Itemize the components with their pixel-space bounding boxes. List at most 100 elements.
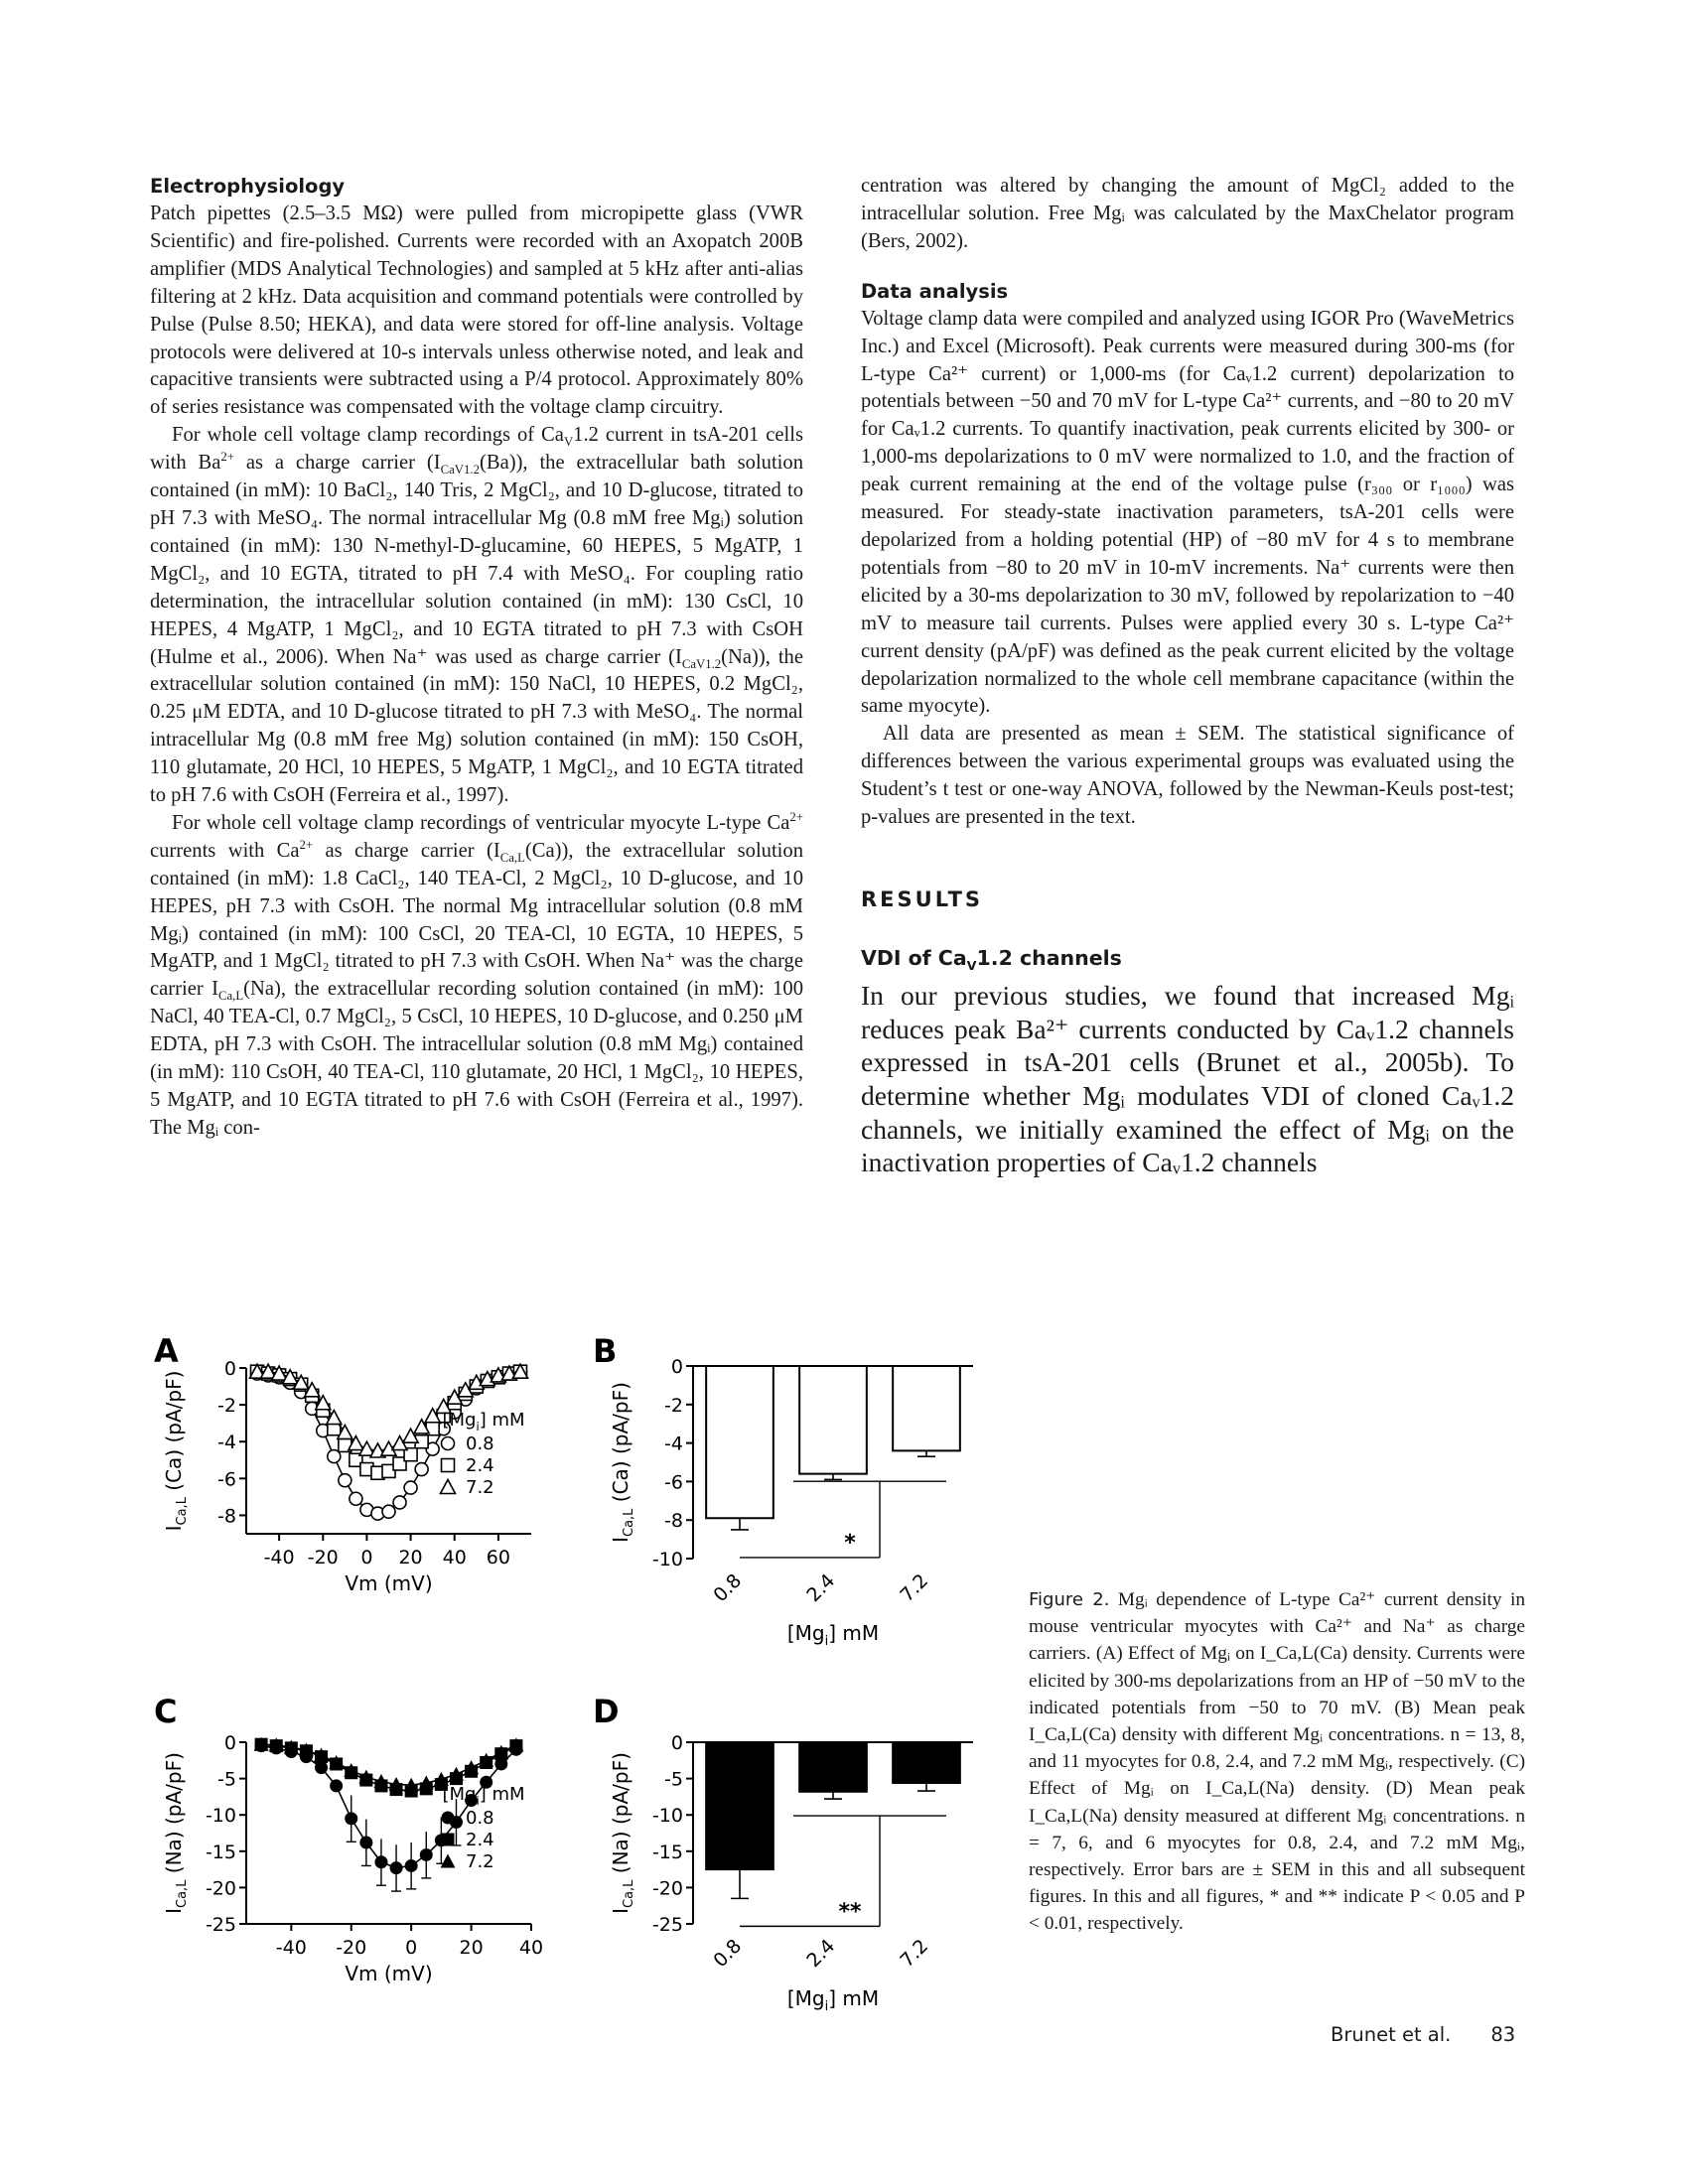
x-tick-label: 40 bbox=[519, 1937, 543, 1959]
y-tick-label: -5 bbox=[664, 1769, 683, 1791]
legend-marker bbox=[440, 1435, 456, 1451]
subsection-heading-vdi: VDI of CaV1.2 channels bbox=[861, 945, 1122, 974]
data-point bbox=[298, 1742, 314, 1757]
data-point bbox=[327, 1448, 342, 1464]
panel-label-a: A bbox=[154, 1332, 179, 1370]
data-point bbox=[344, 1763, 359, 1778]
results-heading: RESULTS bbox=[861, 887, 984, 911]
data-point bbox=[403, 1777, 419, 1792]
y-tick-label: -2 bbox=[217, 1395, 236, 1417]
data-point bbox=[392, 1495, 407, 1510]
data-point bbox=[270, 1364, 288, 1381]
bar-0.8 bbox=[705, 1741, 774, 1871]
data-point bbox=[336, 1423, 354, 1440]
data-point bbox=[373, 1774, 389, 1789]
data-point bbox=[253, 1736, 269, 1751]
y-tick-label: -25 bbox=[652, 1914, 683, 1936]
y-tick-label: -20 bbox=[206, 1877, 236, 1899]
data-point bbox=[464, 1760, 480, 1775]
significance-marker: ** bbox=[838, 1899, 862, 1924]
bar-0.8 bbox=[705, 1365, 774, 1520]
data-point bbox=[434, 1397, 453, 1415]
panel-label-b: B bbox=[593, 1332, 617, 1370]
data-point bbox=[259, 1362, 277, 1380]
legend-marker bbox=[441, 1833, 455, 1846]
data-point bbox=[315, 1761, 329, 1775]
series-7.2 bbox=[261, 1743, 517, 1787]
section-heading-data-analysis: Data analysis bbox=[861, 279, 1009, 303]
data-point bbox=[349, 1491, 363, 1507]
paragraph: All data are presented as mean ± SEM. Th… bbox=[861, 723, 1514, 829]
x-tick-label: -40 bbox=[264, 1547, 295, 1569]
data-point bbox=[292, 1373, 311, 1391]
figure-caption: Figure 2. Mgᵢ dependence of L-type Ca²⁺ … bbox=[1029, 1586, 1525, 1938]
paragraph: Patch pipettes (2.5–3.5 MΩ) were pulled … bbox=[150, 203, 803, 419]
x-tick-label: 20 bbox=[398, 1547, 422, 1569]
data-point bbox=[358, 1769, 374, 1784]
data-point bbox=[330, 1779, 344, 1793]
y-tick-label: -8 bbox=[664, 1510, 683, 1532]
data-point bbox=[412, 1418, 431, 1434]
data-point bbox=[389, 1861, 403, 1875]
data-point bbox=[248, 1362, 266, 1380]
legend-label: 0.8 bbox=[466, 1808, 494, 1829]
figure-2: A 0 -2 -4 -6 -8 ICa,L (Ca) (pA/pF) -40 -20 0 20 40 6… bbox=[154, 1332, 973, 2014]
data-point bbox=[314, 1747, 330, 1762]
data-point bbox=[345, 1812, 358, 1826]
data-point bbox=[381, 1463, 396, 1479]
data-point bbox=[433, 1771, 449, 1786]
legend-label: 7.2 bbox=[466, 1477, 494, 1498]
page-number: 83 bbox=[1490, 2023, 1516, 2046]
x-tick-label: 0.8 bbox=[709, 1935, 746, 1972]
y-tick-label: -10 bbox=[652, 1549, 683, 1570]
legend-marker bbox=[440, 1853, 456, 1868]
data-point bbox=[374, 1855, 388, 1869]
page-footer: Brunet et al. 83 bbox=[1331, 2023, 1515, 2046]
left-column: Electrophysiology Patch pipettes (2.5–3.… bbox=[150, 173, 803, 1143]
y-axis-label: ICa,L (Ca) (pA/pF) bbox=[162, 1371, 190, 1532]
data-point bbox=[281, 1368, 299, 1385]
bar-2.4 bbox=[798, 1365, 868, 1475]
x-tick-label: -40 bbox=[276, 1937, 307, 1959]
significance-marker: * bbox=[844, 1531, 856, 1556]
data-point bbox=[423, 1407, 442, 1424]
x-tick-label: 60 bbox=[487, 1547, 510, 1569]
paragraph-results-intro: In our previous studies, we found that i… bbox=[861, 979, 1514, 1178]
data-point bbox=[388, 1776, 404, 1791]
y-tick-label: -6 bbox=[217, 1468, 236, 1490]
y-tick-label: -10 bbox=[652, 1805, 683, 1827]
data-point bbox=[392, 1456, 407, 1471]
series-fit-line bbox=[261, 1743, 517, 1787]
x-tick-label: 2.4 bbox=[802, 1570, 839, 1606]
data-point bbox=[493, 1744, 509, 1759]
y-tick-label: 0 bbox=[224, 1358, 236, 1380]
panel-label-c: C bbox=[154, 1693, 177, 1730]
data-point bbox=[511, 1362, 529, 1380]
data-point bbox=[448, 1766, 464, 1781]
data-point bbox=[425, 1441, 440, 1456]
x-tick-label: 0 bbox=[405, 1937, 417, 1959]
y-axis-label: ICa,L (Na) (pA/pF) bbox=[609, 1752, 636, 1914]
legend-marker bbox=[440, 1457, 456, 1473]
data-point bbox=[419, 1847, 433, 1861]
y-tick-label: -5 bbox=[217, 1769, 236, 1791]
section-heading-electrophysiology: Electrophysiology bbox=[150, 175, 346, 198]
data-point bbox=[268, 1737, 284, 1752]
y-tick-label: -8 bbox=[217, 1505, 236, 1527]
y-tick-label: -15 bbox=[206, 1842, 236, 1863]
data-point bbox=[403, 1480, 418, 1495]
data-point bbox=[347, 1433, 365, 1451]
legend-label: 2.4 bbox=[466, 1455, 494, 1476]
y-tick-label: -25 bbox=[206, 1914, 236, 1936]
y-tick-label: -6 bbox=[664, 1471, 683, 1493]
x-axis-label: [Mgi] mM bbox=[787, 1621, 879, 1649]
y-tick-label: -4 bbox=[664, 1433, 683, 1455]
running-author: Brunet et al. bbox=[1331, 2023, 1452, 2046]
data-point bbox=[357, 1439, 376, 1456]
data-point bbox=[494, 1757, 508, 1771]
data-point bbox=[359, 1836, 373, 1849]
data-point bbox=[465, 1794, 479, 1808]
data-point bbox=[338, 1472, 352, 1488]
data-point bbox=[314, 1394, 333, 1411]
data-point bbox=[404, 1858, 418, 1872]
